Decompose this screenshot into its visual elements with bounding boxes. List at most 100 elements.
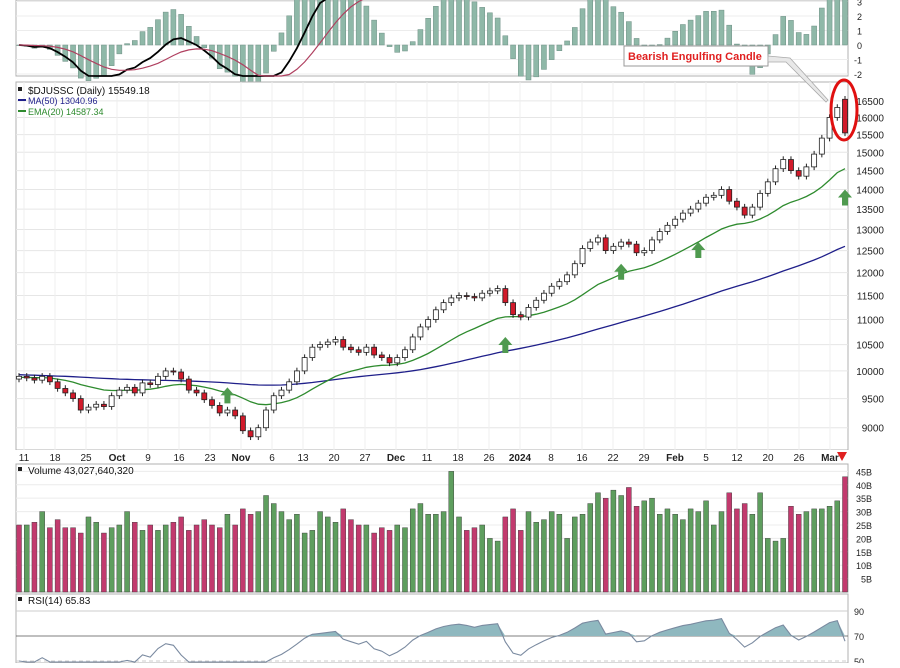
- price-legend: $DJUSSC (Daily) 15549.18 MA(50) 13040.96…: [18, 86, 150, 117]
- candle-body: [162, 370, 169, 377]
- candle-body: [649, 239, 655, 252]
- macd-hist-bar: [556, 44, 563, 51]
- macd-hist-bar: [772, 34, 779, 46]
- volume-bar: [301, 532, 308, 593]
- candle-body: [564, 274, 571, 283]
- volume-bar: [62, 527, 69, 593]
- volume-bar: [47, 527, 53, 593]
- candle-body: [517, 314, 524, 318]
- volume-tick-label: 5B: [861, 575, 872, 585]
- candle-body: [31, 377, 38, 381]
- volume-bar: [39, 511, 45, 593]
- candle-body: [471, 296, 478, 299]
- volume-bar: [31, 522, 38, 593]
- candle-body: [255, 427, 262, 438]
- volume-bar: [487, 538, 493, 593]
- macd-hist-bar: [795, 32, 802, 46]
- macd-hist-bar: [541, 44, 547, 70]
- green-up-arrow-icon: [614, 263, 629, 280]
- price-tick-label: 14000: [856, 186, 884, 197]
- volume-bar: [680, 519, 686, 593]
- volume-bar: [108, 527, 115, 593]
- ma50-legend: MA(50) 13040.96: [28, 96, 98, 106]
- volume-bar: [602, 497, 609, 593]
- date-tick-label: 18: [49, 453, 61, 464]
- volume-bar: [93, 522, 99, 593]
- macd-tick-label: -2: [854, 70, 862, 80]
- candle-body: [757, 192, 763, 208]
- candle-body: [270, 395, 277, 411]
- candle-body: [293, 370, 300, 383]
- volume-bar: [471, 527, 478, 593]
- date-tick-label: 16: [576, 453, 588, 464]
- volume-bar: [610, 489, 617, 593]
- price-axis: 9000 9500 10000 10500 11000 11500 12000 12500 13…: [856, 97, 884, 435]
- volume-bar: [633, 506, 640, 593]
- macd-hist-bar: [355, 0, 362, 46]
- date-tick-label: 26: [483, 453, 495, 464]
- macd-hist-bar: [819, 7, 825, 46]
- macd-hist-bar: [734, 43, 740, 46]
- candle-body: [417, 326, 424, 338]
- macd-hist-bar: [178, 14, 184, 46]
- date-tick-label: 16: [173, 453, 185, 464]
- macd-hist-bar: [502, 35, 509, 46]
- volume-bar: [139, 530, 146, 593]
- macd-hist-bar: [633, 38, 640, 46]
- macd-hist-bar: [301, 0, 308, 46]
- candle-body: [641, 250, 648, 254]
- candle-body: [456, 295, 462, 299]
- candle-body: [571, 263, 578, 276]
- volume-bar: [240, 508, 246, 593]
- candle-body: [409, 336, 416, 351]
- candle-body: [595, 237, 601, 243]
- date-tick-label: 13: [297, 453, 309, 464]
- candle-body: [803, 166, 810, 177]
- volume-bar: [765, 538, 771, 593]
- macd-hist-bar: [162, 11, 169, 46]
- volume-bar: [155, 530, 161, 593]
- candle-body: [101, 403, 107, 407]
- rsi-line: [18, 617, 846, 663]
- macd-hist-bar: [788, 20, 794, 46]
- volume-bar: [116, 524, 123, 593]
- volume-bar: [718, 511, 725, 593]
- candle-body: [440, 302, 447, 311]
- volume-bar: [695, 511, 702, 593]
- candle-body: [247, 430, 254, 438]
- macd-hist-bar: [572, 27, 578, 46]
- volume-bar: [193, 524, 200, 593]
- candle-body: [170, 370, 177, 373]
- macd-tick-label: -1: [854, 56, 862, 66]
- volume-bar: [425, 514, 431, 593]
- volume-bar: [224, 514, 231, 593]
- macd-hist-bar: [626, 21, 632, 46]
- candle-body: [348, 346, 354, 351]
- date-tick-label: 11: [19, 453, 30, 464]
- macd-hist-bar: [132, 40, 138, 46]
- volume-gridlines: [16, 470, 848, 580]
- candle-body: [124, 386, 130, 391]
- candle-body: [486, 290, 493, 294]
- volume-bar: [595, 492, 601, 593]
- volume-bar: [124, 511, 130, 593]
- macd-hist-bar: [471, 1, 478, 46]
- volume-bar: [440, 511, 447, 593]
- macd-hist-bar: [101, 44, 107, 77]
- volume-bar: [340, 508, 346, 593]
- volume-tick-label: 30B: [856, 508, 872, 518]
- volume-bar: [788, 506, 794, 593]
- volume-bar: [587, 503, 593, 593]
- ema20-legend: EMA(20) 14587.34: [28, 107, 104, 117]
- macd-hist-bar: [703, 11, 709, 46]
- candle-body: [432, 309, 439, 320]
- volume-bar: [541, 519, 547, 593]
- macd-hist-bar: [155, 19, 161, 46]
- volume-bar: [355, 524, 362, 593]
- candle-body: [463, 295, 470, 297]
- candle-body: [618, 241, 625, 247]
- volume-bar: [402, 527, 408, 593]
- macd-hist-bar: [680, 24, 686, 46]
- candle-body: [209, 399, 215, 406]
